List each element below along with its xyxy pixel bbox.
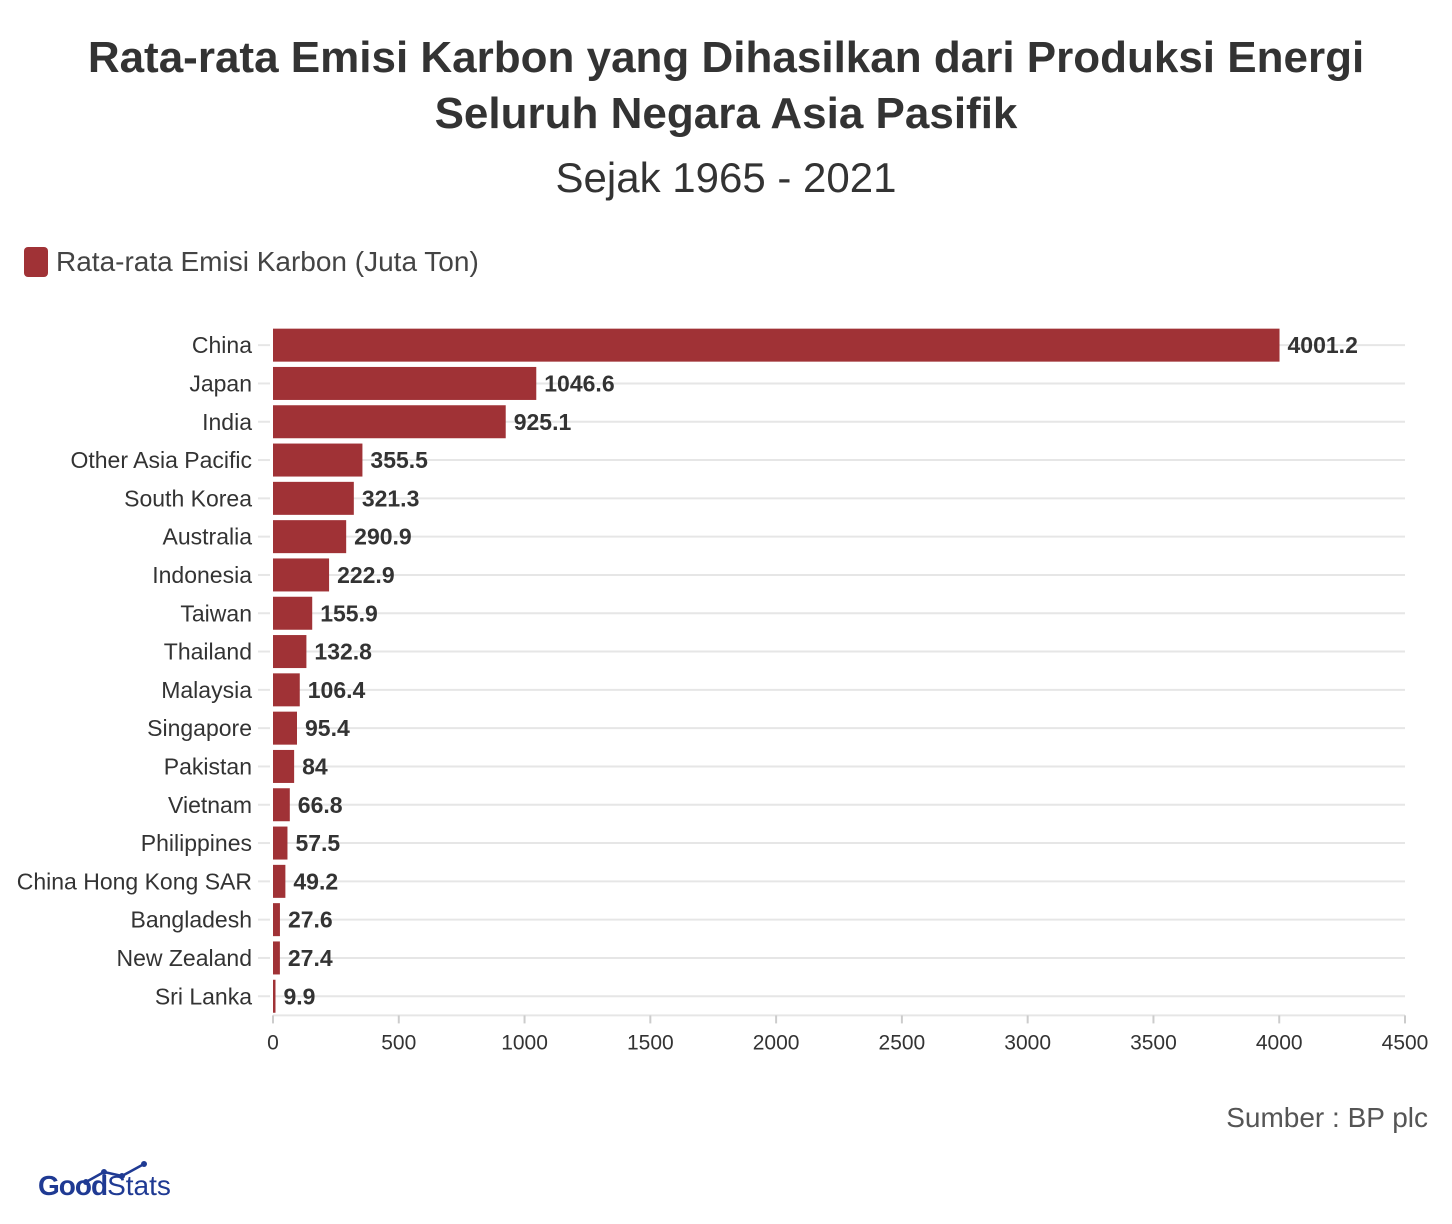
data-label: 155.9 bbox=[320, 600, 378, 626]
x-tick-label: 0 bbox=[267, 1031, 279, 1054]
bar bbox=[273, 558, 330, 592]
bar bbox=[273, 749, 295, 783]
category-label: China Hong Kong SAR bbox=[17, 868, 252, 894]
bar bbox=[273, 405, 506, 439]
bar bbox=[273, 328, 1280, 362]
logo-trend-icon bbox=[83, 1161, 147, 1185]
category-label: Vietnam bbox=[168, 792, 252, 818]
x-tick-label: 2500 bbox=[879, 1031, 926, 1054]
category-label: Other Asia Pacific bbox=[70, 447, 252, 473]
category-label: Australia bbox=[163, 524, 253, 550]
x-tick-label: 4500 bbox=[1382, 1031, 1429, 1054]
x-tick-label: 3000 bbox=[1004, 1031, 1051, 1054]
data-label: 290.9 bbox=[354, 524, 412, 550]
bar bbox=[273, 443, 363, 477]
x-tick-label: 500 bbox=[381, 1031, 416, 1054]
data-label: 57.5 bbox=[295, 830, 340, 856]
data-label: 106.4 bbox=[308, 677, 366, 703]
category-label: Bangladesh bbox=[131, 907, 253, 933]
data-label: 95.4 bbox=[305, 715, 350, 741]
data-label: 132.8 bbox=[314, 639, 372, 665]
chart-title: Rata-rata Emisi Karbon yang Dihasilkan d… bbox=[0, 30, 1452, 142]
data-label: 321.3 bbox=[362, 485, 420, 511]
category-label: South Korea bbox=[124, 485, 252, 511]
category-label: Pakistan bbox=[164, 753, 252, 779]
x-tick-label: 1500 bbox=[627, 1031, 674, 1054]
goodstats-logo: Good Stats bbox=[38, 1161, 171, 1202]
bar bbox=[273, 903, 280, 937]
legend-swatch bbox=[24, 247, 48, 277]
legend: Rata-rata Emisi Karbon (Juta Ton) bbox=[24, 244, 479, 280]
data-label: 9.9 bbox=[283, 983, 315, 1009]
category-label: Japan bbox=[189, 370, 252, 396]
bar bbox=[273, 941, 280, 975]
chart-title-line-2: Seluruh Negara Asia Pasifik bbox=[434, 89, 1018, 138]
chart-title-line-1: Rata-rata Emisi Karbon yang Dihasilkan d… bbox=[87, 33, 1365, 82]
data-label: 222.9 bbox=[337, 562, 395, 588]
x-tick-label: 4000 bbox=[1256, 1031, 1303, 1054]
bar bbox=[273, 481, 354, 515]
data-label: 66.8 bbox=[298, 792, 343, 818]
bar bbox=[273, 635, 307, 669]
data-label: 1046.6 bbox=[544, 370, 614, 396]
x-tick-label: 1000 bbox=[501, 1031, 548, 1054]
data-label: 27.6 bbox=[288, 907, 333, 933]
category-label: Taiwan bbox=[180, 600, 252, 626]
data-label: 925.1 bbox=[514, 409, 572, 435]
data-label: 4001.2 bbox=[1288, 332, 1358, 358]
bar bbox=[273, 864, 286, 898]
bar bbox=[273, 711, 297, 745]
data-label: 49.2 bbox=[293, 868, 338, 894]
data-label: 355.5 bbox=[370, 447, 428, 473]
category-label: Malaysia bbox=[161, 677, 252, 703]
bar bbox=[273, 979, 276, 1013]
category-label: Philippines bbox=[141, 830, 252, 856]
chart-subtitle: Sejak 1965 - 2021 bbox=[555, 154, 897, 201]
category-label: India bbox=[202, 409, 252, 435]
bar bbox=[273, 673, 300, 707]
category-label: Singapore bbox=[147, 715, 252, 741]
category-label: New Zealand bbox=[116, 945, 252, 971]
source-note: Sumber : BP plc bbox=[1226, 1102, 1428, 1133]
category-label: Sri Lanka bbox=[155, 983, 252, 1009]
bar bbox=[273, 596, 313, 630]
bar bbox=[273, 366, 537, 400]
category-label: China bbox=[192, 332, 252, 358]
category-label: Indonesia bbox=[152, 562, 252, 588]
x-tick-label: 2000 bbox=[753, 1031, 800, 1054]
category-label: Thailand bbox=[164, 639, 252, 665]
legend-label: Rata-rata Emisi Karbon (Juta Ton) bbox=[56, 246, 479, 277]
bar bbox=[273, 788, 290, 822]
bar bbox=[273, 520, 347, 554]
bar bbox=[273, 826, 288, 860]
data-label: 84 bbox=[302, 753, 328, 779]
x-tick-label: 3500 bbox=[1130, 1031, 1177, 1054]
data-label: 27.4 bbox=[288, 945, 333, 971]
